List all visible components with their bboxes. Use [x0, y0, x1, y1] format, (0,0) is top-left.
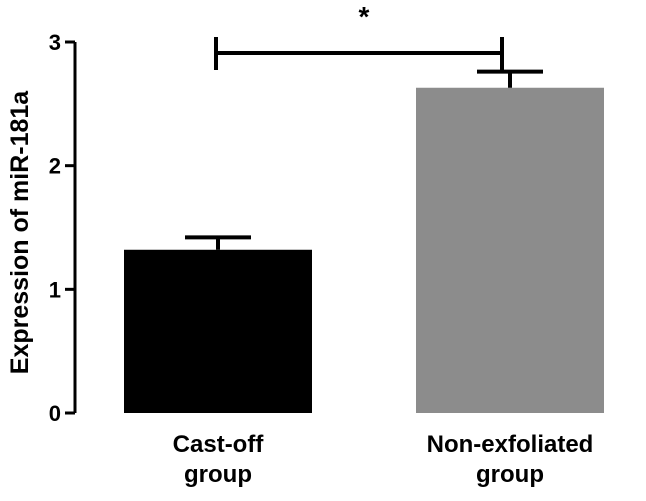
x-tick-label: Non-exfoliated group: [427, 431, 594, 488]
x-tick-label-line: group: [184, 461, 252, 488]
y-tick-label: 2: [49, 154, 61, 179]
y-tick-label: 0: [49, 401, 61, 426]
y-tick-label: 3: [49, 30, 61, 55]
significance-label: *: [359, 1, 370, 32]
y-axis-label: Expression of miR-181a: [6, 90, 34, 375]
x-tick-label-line: Cast-off: [173, 431, 265, 458]
bar: [124, 249, 312, 413]
bar: [416, 87, 604, 414]
y-tick-label: 1: [49, 277, 61, 302]
significance-bracket: *: [214, 1, 504, 70]
error-bars: [185, 69, 543, 250]
x-axis-labels: Cast-off group Non-exfoliated group: [173, 431, 594, 488]
x-tick-label: Cast-off group: [173, 431, 265, 488]
bars: [124, 87, 604, 414]
x-tick-label-line: group: [476, 461, 544, 488]
y-axis: 0 1 2 3: [49, 30, 77, 426]
x-tick-label-line: Non-exfoliated: [427, 431, 594, 458]
